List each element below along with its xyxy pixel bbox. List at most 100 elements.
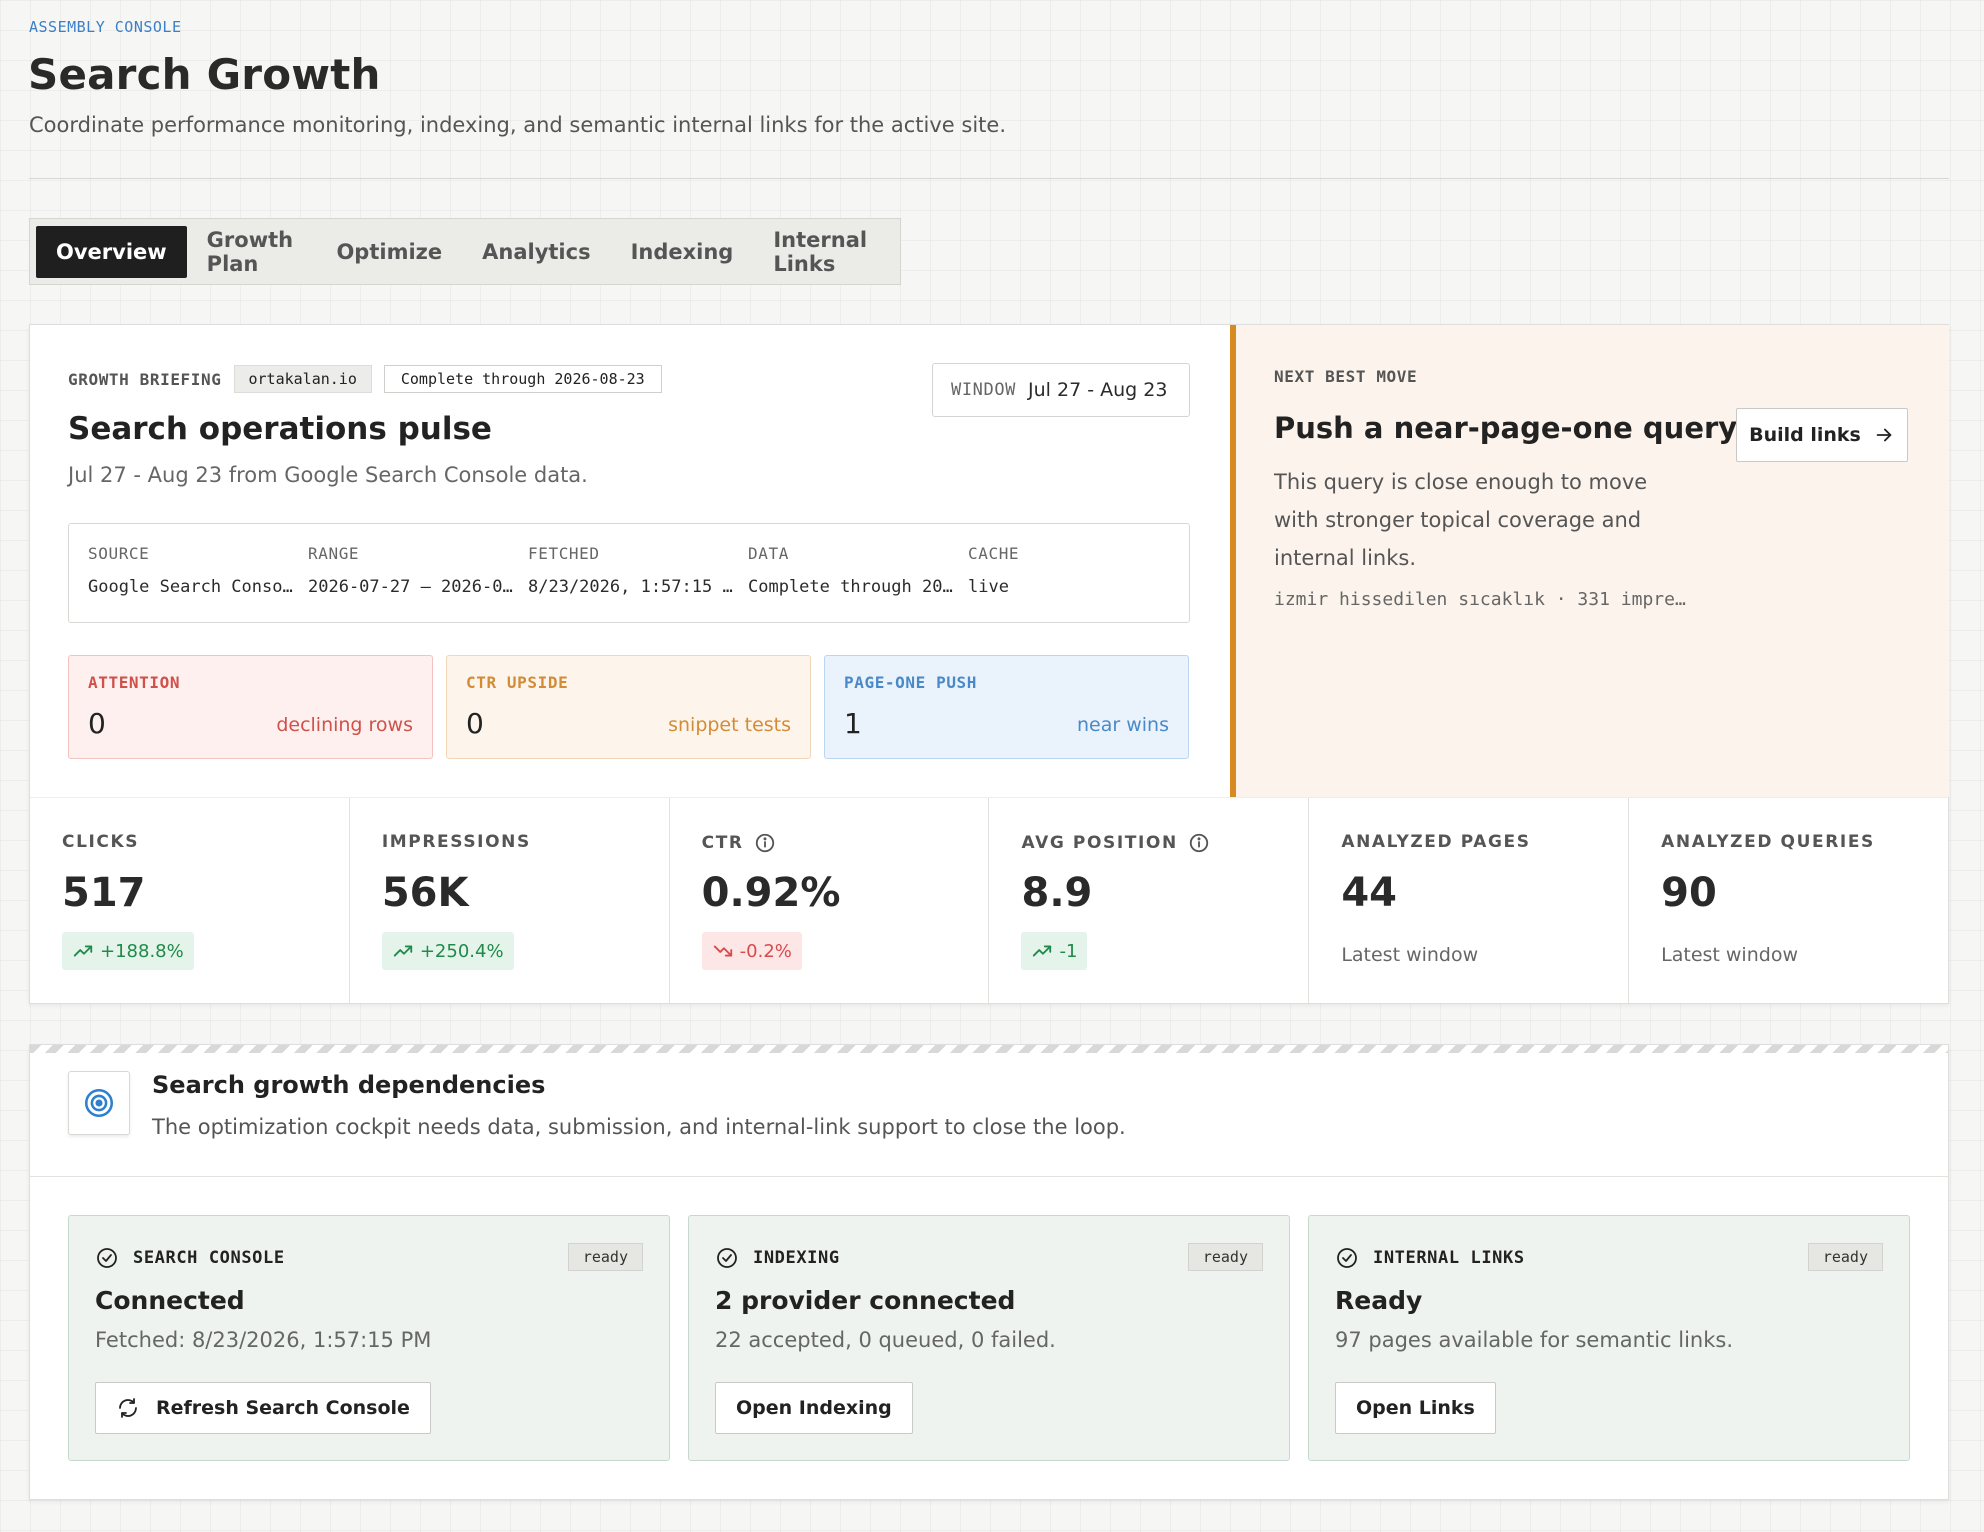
dependency-status: Ready xyxy=(1335,1286,1423,1315)
next-move-query: izmir hissedilen sıcaklık · 331 impre… xyxy=(1274,589,1686,610)
alert-note: near wins xyxy=(1077,714,1169,736)
attention-alert[interactable]: ATTENTION 0 declining rows xyxy=(68,655,433,759)
overview-card: GROWTH BRIEFING ortakalan.io Complete th… xyxy=(29,324,1949,1004)
dependency-detail: Fetched: 8/23/2026, 1:57:15 PM xyxy=(95,1328,432,1352)
fetched-header: FETCHED xyxy=(528,544,600,563)
ctr-upside-alert[interactable]: CTR UPSIDE 0 snippet tests xyxy=(446,655,811,759)
metric-delta: +188.8% xyxy=(62,932,194,970)
next-move-description: This query is close enough to move with … xyxy=(1274,470,1648,570)
metric-value: 44 xyxy=(1341,870,1397,916)
arrow-right-icon xyxy=(1876,428,1892,442)
metric-delta: -1 xyxy=(1021,932,1088,970)
dependency-status: 2 provider connected xyxy=(715,1286,1016,1315)
range-column: RANGE 2026-07-27 – 2026-08-23 xyxy=(308,544,528,622)
check-circle-icon xyxy=(717,1248,737,1268)
tab-indexing[interactable]: Indexing xyxy=(630,239,734,264)
metric-impressions: IMPRESSIONS 56K +250.4% xyxy=(350,798,670,1003)
open-links-button[interactable]: Open Links xyxy=(1335,1382,1496,1434)
target-icon xyxy=(68,1071,130,1135)
alert-count: 0 xyxy=(88,707,106,740)
data-header: DATA xyxy=(748,544,789,563)
info-icon[interactable] xyxy=(754,832,776,854)
check-circle-icon xyxy=(1337,1248,1357,1268)
trending-up-icon xyxy=(393,945,412,957)
dependency-detail: 22 accepted, 0 queued, 0 failed. xyxy=(715,1328,1056,1352)
briefing-subtitle: Jul 27 - Aug 23 from Google Search Conso… xyxy=(68,463,588,487)
data-column: DATA Complete through 2026-08-23 xyxy=(748,544,968,622)
alert-label: ATTENTION xyxy=(88,673,181,692)
metric-label: CLICKS xyxy=(62,832,140,852)
trending-up-icon xyxy=(73,945,93,957)
tab-analytics[interactable]: Analytics xyxy=(482,239,591,264)
dependency-header: SEARCH CONSOLE xyxy=(95,1246,285,1270)
check-circle-icon xyxy=(97,1248,117,1268)
alert-count: 1 xyxy=(844,707,862,740)
page-subtitle: Coordinate performance monitoring, index… xyxy=(29,113,1007,137)
next-move-label: NEXT BEST MOVE xyxy=(1274,367,1418,386)
status-badge: ready xyxy=(1807,1243,1883,1271)
build-links-button[interactable]: Build links xyxy=(1736,408,1908,462)
window-label: WINDOW xyxy=(951,380,1017,400)
alert-label: PAGE-ONE PUSH xyxy=(844,673,978,692)
cache-header: CACHE xyxy=(968,544,1020,563)
dependency-header: INDEXING xyxy=(715,1246,840,1270)
metric-label: AVG POSITION xyxy=(1021,832,1209,854)
hazard-stripe xyxy=(30,1045,1948,1053)
site-chip: ortakalan.io xyxy=(233,365,372,393)
page-title: Search Growth xyxy=(28,50,381,99)
tab-overview[interactable]: Overview xyxy=(36,225,187,278)
dependency-header: INTERNAL LINKS xyxy=(1335,1246,1525,1270)
alert-note: declining rows xyxy=(276,714,413,736)
page-one-push-alert[interactable]: PAGE-ONE PUSH 1 near wins xyxy=(824,655,1189,759)
header-divider xyxy=(29,178,1949,179)
trending-down-icon xyxy=(713,945,732,957)
fetched-column: FETCHED 8/23/2026, 1:57:15 PM xyxy=(528,544,748,622)
tab-growth-plan[interactable]: Growth Plan xyxy=(206,227,294,276)
info-icon[interactable] xyxy=(1188,832,1210,854)
growth-briefing: GROWTH BRIEFING ortakalan.io Complete th… xyxy=(30,325,1230,797)
dependency-status: Connected xyxy=(95,1286,245,1315)
metric-clicks: CLICKS 517 +188.8% xyxy=(30,798,350,1003)
metric-footnote: Latest window xyxy=(1341,944,1479,966)
data-value: Complete through 2026-08-23 xyxy=(748,577,958,597)
metric-label: IMPRESSIONS xyxy=(381,832,531,852)
metric-value: 90 xyxy=(1661,870,1717,916)
range-value: 2026-07-27 – 2026-08-23 xyxy=(308,577,518,597)
trending-up-icon xyxy=(1033,945,1052,957)
metric-delta: +250.4% xyxy=(381,932,514,970)
metric-footnote: Latest window xyxy=(1661,944,1798,966)
alert-label: CTR UPSIDE xyxy=(466,673,569,692)
dependency-internal-links: INTERNAL LINKS ready Ready 97 pages avai… xyxy=(1308,1215,1910,1461)
dependencies-subtitle: The optimization cockpit needs data, sub… xyxy=(152,1115,1126,1139)
fetched-value: 8/23/2026, 1:57:15 PM xyxy=(528,577,738,597)
metric-value: 517 xyxy=(62,870,146,916)
metric-analyzed-queries: ANALYZED QUERIES 90 Latest window xyxy=(1629,798,1948,1003)
range-header: RANGE xyxy=(308,544,360,563)
dependency-search-console: SEARCH CONSOLE ready Connected Fetched: … xyxy=(68,1215,670,1461)
source-table: SOURCE Google Search Console RANGE 2026-… xyxy=(68,523,1190,623)
tab-optimize[interactable]: Optimize xyxy=(336,239,443,264)
dependency-indexing: INDEXING ready 2 provider connected 22 a… xyxy=(688,1215,1290,1461)
metrics-strip: CLICKS 517 +188.8% IMPRESSIONS 56K +250.… xyxy=(30,797,1948,1003)
metric-label: CTR xyxy=(702,832,776,854)
app-eyebrow: ASSEMBLY CONSOLE xyxy=(29,18,182,36)
alert-row: ATTENTION 0 declining rows CTR UPSIDE 0 … xyxy=(68,655,1189,759)
status-badge: ready xyxy=(1187,1243,1263,1271)
metric-analyzed-pages: ANALYZED PAGES 44 Latest window xyxy=(1309,798,1630,1003)
refresh-icon xyxy=(119,1398,137,1418)
metric-label: ANALYZED QUERIES xyxy=(1661,832,1875,852)
build-links-label: Build links xyxy=(1749,424,1861,446)
window-selector[interactable]: WINDOW Jul 27 - Aug 23 xyxy=(932,363,1190,417)
source-header: SOURCE xyxy=(88,544,150,563)
tab-internal-links[interactable]: Internal Links xyxy=(773,227,868,276)
dependency-list: SEARCH CONSOLE ready Connected Fetched: … xyxy=(68,1215,1910,1461)
open-indexing-button[interactable]: Open Indexing xyxy=(715,1382,913,1434)
briefing-title: Search operations pulse xyxy=(68,411,492,447)
tab-bar: Overview Growth Plan Optimize Analytics … xyxy=(29,218,901,285)
metric-value: 8.9 xyxy=(1021,870,1093,916)
refresh-search-console-button[interactable]: Refresh Search Console xyxy=(95,1382,431,1434)
window-value: Jul 27 - Aug 23 xyxy=(1028,379,1168,401)
metric-label: ANALYZED PAGES xyxy=(1341,832,1531,852)
next-best-move-panel: NEXT BEST MOVE Push a near-page-one quer… xyxy=(1230,325,1949,797)
dependencies-card: Search growth dependencies The optimizat… xyxy=(29,1044,1949,1500)
